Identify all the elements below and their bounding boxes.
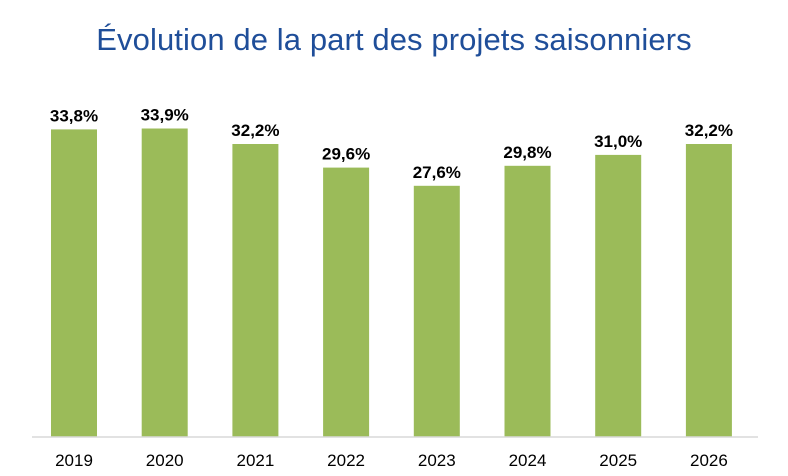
data-label-2026: 32,2%: [685, 121, 733, 140]
data-labels-group: 33,8% 33,9% 32,2% 29,6% 27,6% 29,8% 31,0% 32,2%: [50, 106, 733, 182]
data-label-2024: 29,8%: [503, 143, 551, 162]
bar-2021: [232, 144, 279, 437]
x-tick-label-2020: 2020: [146, 451, 184, 470]
bar-2026: [685, 144, 732, 437]
bar-2025: [595, 154, 642, 437]
x-tick-label-2021: 2021: [236, 451, 274, 470]
data-label-2022: 29,6%: [322, 145, 370, 164]
bar-2023: [413, 185, 460, 437]
data-label-2019: 33,8%: [50, 106, 98, 125]
data-label-2021: 32,2%: [231, 121, 279, 140]
data-label-2025: 31,0%: [594, 132, 642, 151]
x-tick-label-2019: 2019: [55, 451, 93, 470]
bars-group: [51, 128, 732, 438]
data-label-2020: 33,9%: [141, 106, 189, 125]
bar-2019: [51, 129, 97, 437]
x-tick-label-2024: 2024: [509, 451, 547, 470]
x-tick-label-2022: 2022: [327, 451, 365, 470]
bar-2024: [504, 165, 551, 438]
x-tick-label-2023: 2023: [418, 451, 456, 470]
data-label-2023: 27,6%: [413, 163, 461, 182]
bar-2020: [141, 128, 188, 437]
chart-title: Évolution de la part des projets saisonn…: [96, 22, 692, 57]
x-tick-label-2026: 2026: [690, 451, 728, 470]
x-tick-label-2025: 2025: [599, 451, 637, 470]
x-tick-labels-group: 2019 2020 2021 2022 2023 2024 2025 2026: [55, 451, 728, 470]
bar-2022: [323, 167, 370, 437]
